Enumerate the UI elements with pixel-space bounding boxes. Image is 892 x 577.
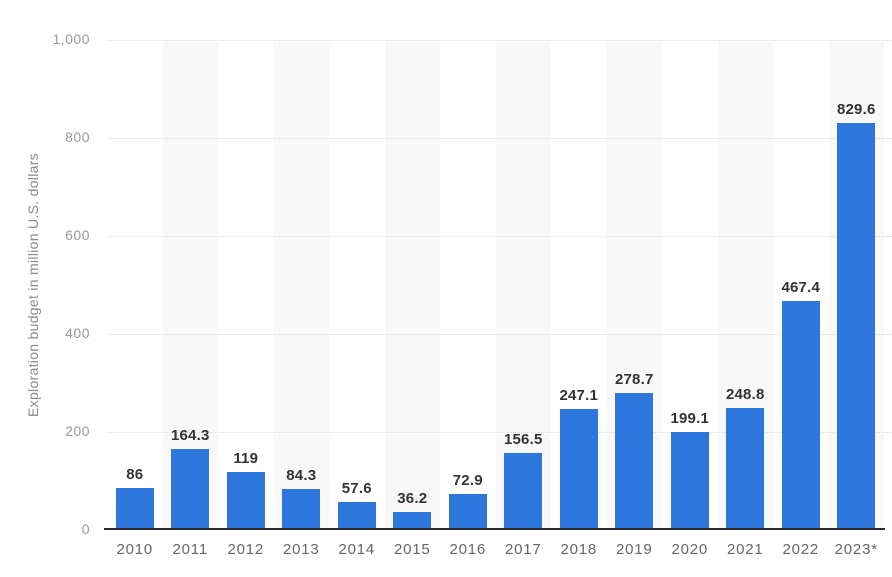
x-tick-label: 2012 — [227, 541, 265, 558]
y-tick-label: 600 — [65, 227, 90, 243]
bar[interactable] — [837, 123, 876, 530]
background-band — [273, 40, 329, 530]
x-tick-label: 2013 — [282, 541, 320, 558]
gridline — [107, 236, 892, 237]
x-tick-label: 2022 — [782, 541, 820, 558]
x-tick-label: 2019 — [615, 541, 653, 558]
bar[interactable] — [337, 501, 376, 530]
y-tick-label: 0 — [81, 521, 90, 537]
y-tick-label: 400 — [65, 325, 90, 341]
background-band — [162, 40, 218, 530]
x-tick-label: 2018 — [560, 541, 598, 558]
bar[interactable] — [781, 300, 820, 530]
y-tick-label: 800 — [65, 129, 90, 145]
value-label: 278.7 — [614, 371, 654, 389]
x-tick-label: 2010 — [116, 541, 154, 558]
bar[interactable] — [670, 432, 709, 530]
value-label: 86 — [126, 465, 144, 483]
value-label: 199.1 — [670, 410, 710, 428]
gridline — [107, 334, 892, 335]
x-tick-label: 2020 — [671, 541, 709, 558]
value-label: 164.3 — [170, 427, 210, 445]
bar[interactable] — [615, 393, 654, 530]
bar[interactable] — [448, 494, 487, 530]
value-label: 829.6 — [836, 101, 876, 119]
value-label: 36.2 — [397, 490, 428, 508]
bar[interactable] — [504, 453, 543, 530]
background-band — [495, 40, 551, 530]
value-label: 84.3 — [286, 466, 317, 484]
gridline — [107, 138, 892, 139]
bar[interactable] — [282, 488, 321, 530]
bar[interactable] — [171, 449, 210, 530]
x-axis-baseline — [104, 528, 885, 530]
x-tick-label: 2021 — [726, 541, 764, 558]
x-tick-label: 2011 — [172, 541, 208, 558]
x-tick-label: 2023* — [834, 541, 878, 558]
background-band — [384, 40, 440, 530]
value-label: 248.8 — [725, 386, 765, 404]
plot-area: 86 2010 164.3 2011 119 2012 84.3 2013 57.6 2014 36… — [107, 40, 892, 558]
y-axis-title: Exploration budget in million U.S. dolla… — [25, 153, 41, 417]
bar[interactable] — [393, 512, 432, 530]
bar[interactable] — [726, 408, 765, 530]
bar[interactable] — [559, 408, 598, 530]
x-tick-label: 2015 — [393, 541, 431, 558]
value-label: 467.4 — [781, 278, 821, 296]
x-tick-label: 2017 — [504, 541, 542, 558]
y-tick-label: 200 — [65, 423, 90, 439]
value-label: 156.5 — [503, 431, 543, 449]
value-label: 119 — [233, 449, 259, 467]
x-tick-label: 2016 — [449, 541, 487, 558]
value-label: 57.6 — [341, 479, 372, 497]
gridline — [107, 432, 892, 433]
gridline — [107, 40, 892, 41]
bar[interactable] — [226, 471, 265, 530]
value-label: 247.1 — [559, 386, 599, 404]
y-tick-label: 1,000 — [52, 31, 90, 47]
x-tick-label: 2014 — [338, 541, 376, 558]
bar[interactable] — [115, 487, 154, 530]
value-label: 72.9 — [452, 472, 483, 490]
